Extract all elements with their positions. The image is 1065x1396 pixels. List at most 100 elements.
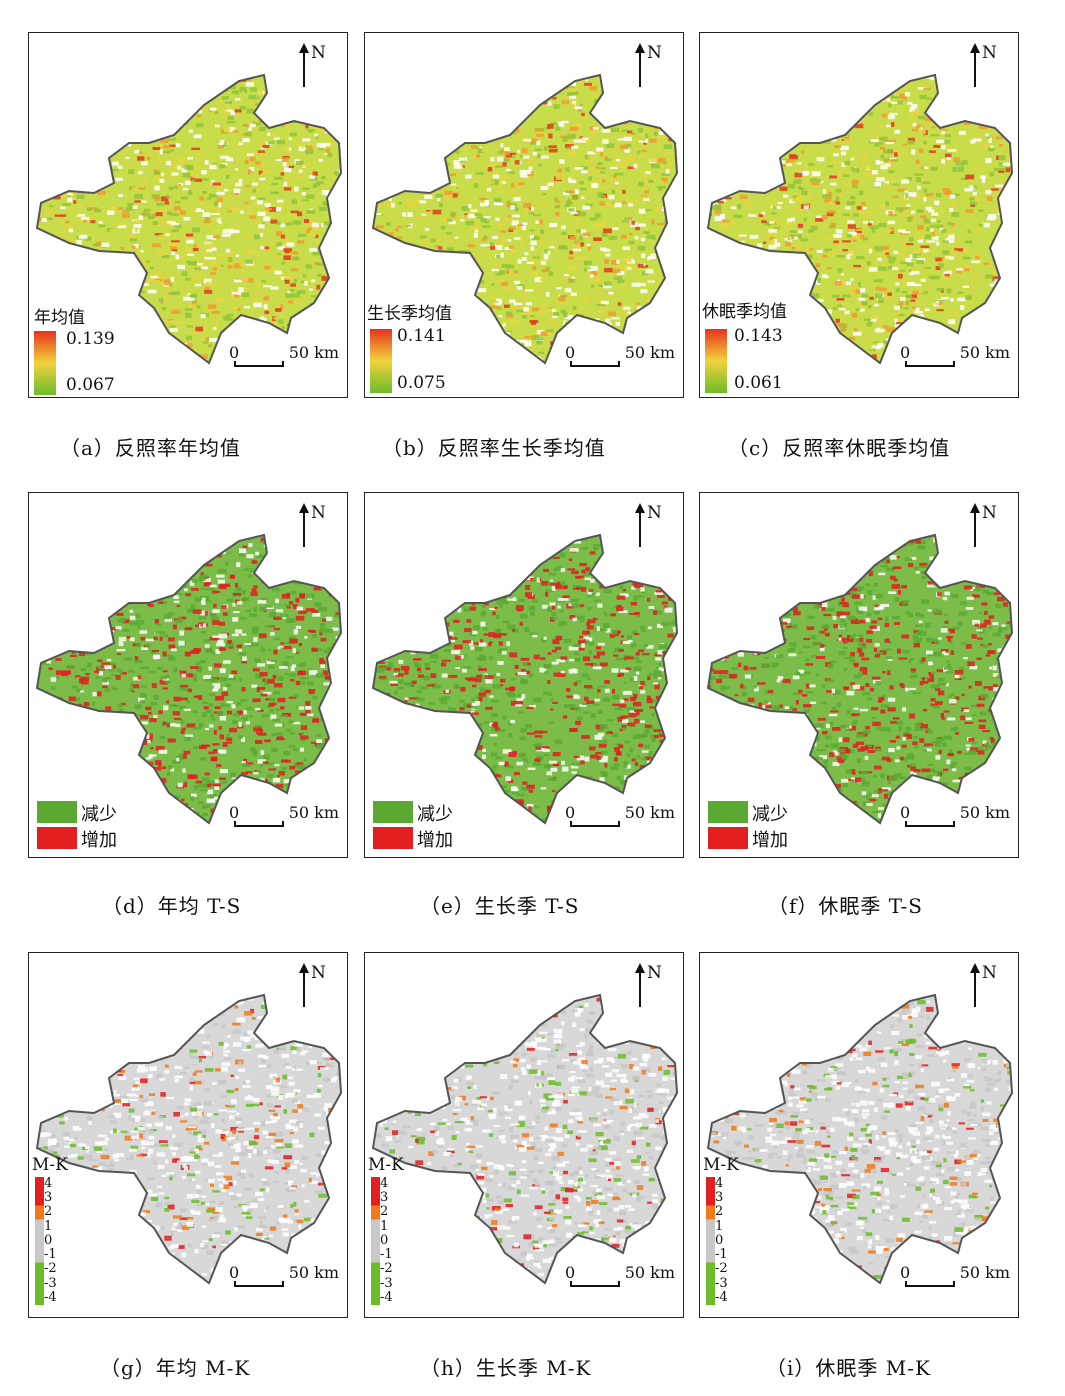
scale-bar: 0 50 km — [900, 343, 1010, 377]
map-panel-d: N 减少 增加 0 50 km — [28, 492, 348, 858]
scale-distance: 50 km — [959, 1263, 1010, 1282]
legend-decrease: 减少 — [373, 799, 503, 825]
legend-increase-label: 增加 — [417, 830, 453, 851]
caption-h: （h）生长季 M-K — [420, 1356, 592, 1380]
scale-distance: 50 km — [288, 343, 339, 362]
mk-legend-label: 0 — [715, 1232, 724, 1248]
caption-g: （g）年均 M-K — [100, 1356, 251, 1380]
mk-legend-title: M-K — [368, 1155, 404, 1175]
scale-bar: 0 50 km — [900, 803, 1010, 837]
north-label: N — [311, 503, 326, 523]
north-arrow-icon: N — [970, 43, 1004, 95]
mk-legend-label: 3 — [380, 1190, 389, 1206]
scale-zero: 0 — [565, 803, 576, 822]
north-arrow-icon: N — [635, 43, 669, 95]
mk-legend-label: 3 — [715, 1190, 724, 1206]
mk-legend-bar — [371, 1177, 380, 1305]
mk-legend-label: 0 — [380, 1232, 389, 1248]
mk-legend-label: 1 — [380, 1218, 389, 1234]
mk-legend-label: 2 — [44, 1204, 53, 1220]
legend-increase-label: 增加 — [752, 830, 788, 851]
scale-bar: 0 50 km — [229, 803, 339, 837]
legend-max: 0.139 — [66, 329, 115, 349]
mk-legend-label: -3 — [380, 1275, 393, 1291]
region-map — [706, 993, 1014, 1285]
region-map — [371, 993, 679, 1285]
mk-legend-label: 3 — [44, 1190, 53, 1206]
north-label: N — [647, 43, 662, 63]
mk-legend-title: M-K — [32, 1155, 68, 1175]
region-boundary — [35, 73, 343, 365]
north-label: N — [982, 43, 997, 63]
legend-max: 0.141 — [397, 326, 446, 346]
mk-legend-label: 0 — [44, 1232, 53, 1248]
legend-decrease: 减少 — [708, 799, 838, 825]
mk-legend-label: 1 — [715, 1218, 724, 1234]
legend-min: 0.075 — [397, 373, 446, 393]
region-boundary — [371, 533, 679, 825]
decrease-swatch — [708, 801, 748, 823]
mk-legend-label: 1 — [44, 1218, 53, 1234]
mk-legend-label: -2 — [715, 1261, 728, 1277]
region-map — [35, 993, 343, 1285]
decrease-swatch — [373, 801, 413, 823]
region-map — [371, 533, 679, 825]
north-label: N — [311, 963, 326, 983]
scale-distance: 50 km — [624, 343, 675, 362]
legend-decrease-label: 减少 — [752, 804, 788, 825]
region-map — [706, 533, 1014, 825]
north-arrow-icon: N — [299, 503, 333, 555]
region-boundary — [371, 993, 679, 1285]
gradient-legend-bar — [370, 329, 392, 393]
mk-legend-label: -1 — [380, 1247, 393, 1263]
scale-zero: 0 — [900, 803, 911, 822]
legend-increase: 增加 — [37, 825, 167, 851]
scale-bar: 0 50 km — [565, 1263, 675, 1297]
legend-increase: 增加 — [373, 825, 503, 851]
increase-swatch — [373, 827, 413, 849]
legend-decrease-label: 减少 — [417, 804, 453, 825]
region-boundary — [371, 73, 679, 365]
scale-distance: 50 km — [624, 1263, 675, 1282]
scale-bar: 0 50 km — [229, 1263, 339, 1297]
scale-zero: 0 — [565, 343, 576, 362]
mk-legend: M-K 4 3 2 1 0 -1 -2 -3 -4 — [368, 1155, 448, 1315]
legend-decrease-label: 减少 — [81, 804, 117, 825]
caption-e: （e）生长季 T-S — [420, 894, 580, 918]
region-map — [35, 533, 343, 825]
map-panel-f: N 减少 增加 0 50 km — [699, 492, 1019, 858]
mk-legend-label: -2 — [380, 1261, 393, 1277]
scale-distance: 50 km — [624, 803, 675, 822]
region-boundary — [706, 993, 1014, 1285]
legend-increase-label: 增加 — [81, 830, 117, 851]
legend-title: 休眠季均值 — [702, 302, 787, 322]
mk-legend-label: -4 — [380, 1289, 393, 1305]
map-panel-a: N 年均值 0.139 0.067 0 50 km — [28, 32, 348, 398]
caption-c: （c）反照率休眠季均值 — [728, 436, 951, 460]
region-boundary — [706, 533, 1014, 825]
caption-f: （f）休眠季 T-S — [768, 894, 923, 918]
north-label: N — [311, 43, 326, 63]
mk-legend-label: 4 — [44, 1176, 53, 1191]
mk-legend-label: -4 — [715, 1289, 728, 1305]
decrease-swatch — [37, 801, 77, 823]
gradient-legend-bar — [34, 331, 56, 395]
legend-max: 0.143 — [734, 326, 783, 346]
mk-legend-label: -3 — [44, 1275, 57, 1291]
scale-bar: 0 50 km — [565, 803, 675, 837]
mk-legend-label: 2 — [380, 1204, 389, 1220]
scale-zero: 0 — [900, 343, 911, 362]
north-arrow-icon: N — [970, 963, 1004, 1015]
region-boundary — [706, 73, 1014, 365]
mk-legend-label: -1 — [715, 1247, 728, 1263]
mk-legend-label: 2 — [715, 1204, 724, 1220]
map-panel-b: N 生长季均值 0.141 0.075 0 50 km — [364, 32, 684, 398]
mk-legend-label: 4 — [380, 1176, 389, 1191]
mk-legend-label: 4 — [715, 1176, 724, 1191]
map-panel-g: N M-K 4 3 2 1 0 -1 -2 -3 -4 0 50 km — [28, 952, 348, 1318]
map-panel-e: N 减少 增加 0 50 km — [364, 492, 684, 858]
mk-legend: M-K 4 3 2 1 0 -1 -2 -3 -4 — [32, 1155, 112, 1315]
legend-min: 0.061 — [734, 373, 783, 393]
region-map — [371, 73, 679, 365]
region-boundary — [35, 993, 343, 1285]
